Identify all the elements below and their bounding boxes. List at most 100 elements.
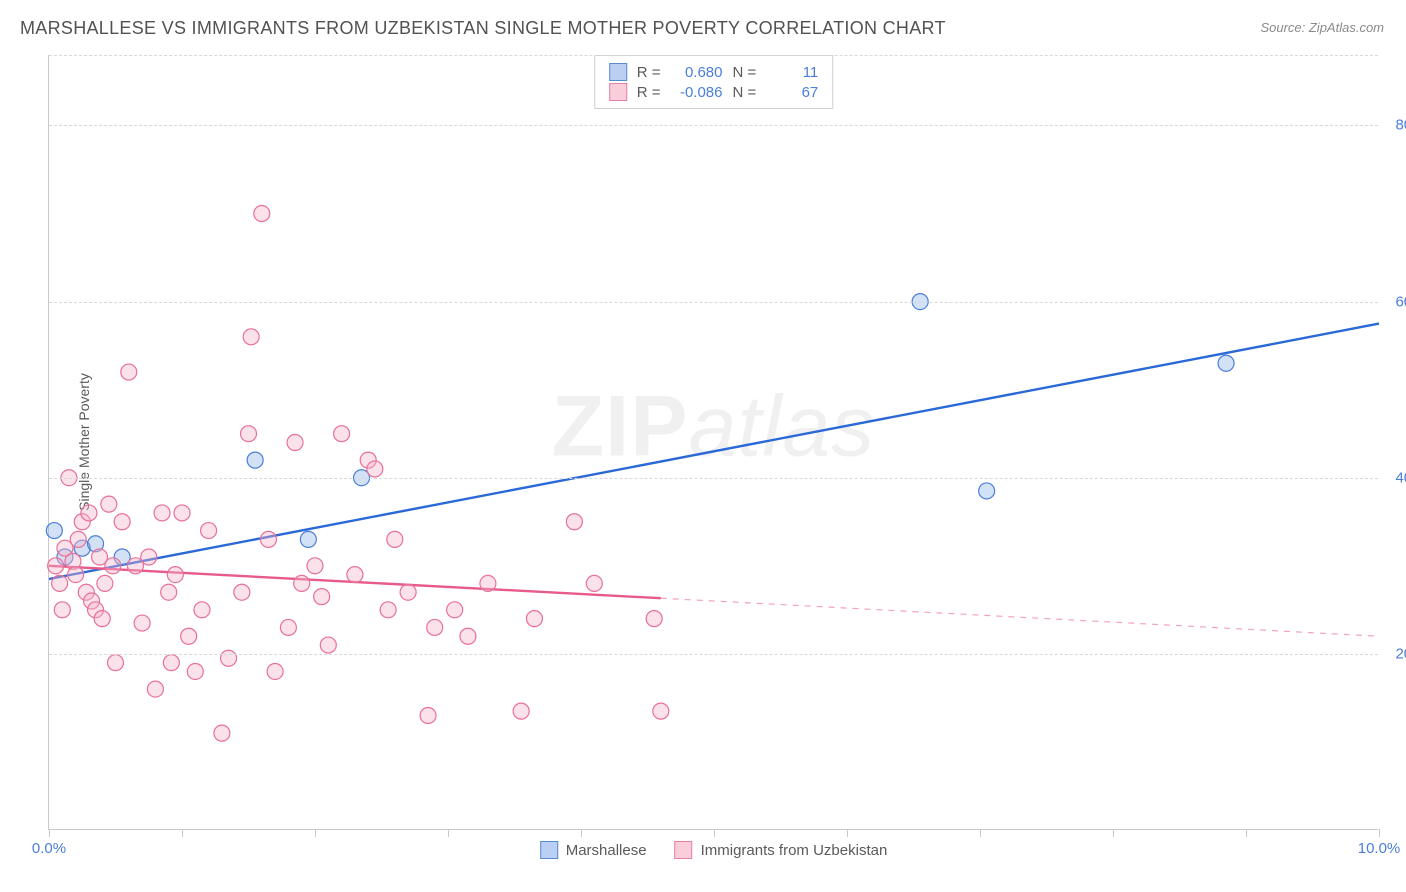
data-point: [174, 505, 190, 521]
n-label-2: N =: [733, 84, 757, 101]
data-point: [513, 703, 529, 719]
data-point: [243, 329, 259, 345]
data-point: [427, 619, 443, 635]
gridline-h: [49, 55, 1378, 56]
swatch-pink-icon: [609, 83, 627, 101]
data-point: [267, 663, 283, 679]
n-value-1: 11: [766, 64, 818, 81]
data-point: [214, 725, 230, 741]
data-point: [566, 514, 582, 530]
x-tick: [49, 829, 50, 837]
x-tick: [1113, 829, 1114, 837]
data-point: [1218, 355, 1234, 371]
data-point: [334, 426, 350, 442]
n-value-2: 67: [766, 84, 818, 101]
data-point: [294, 575, 310, 591]
regression-line-dashed: [661, 598, 1379, 636]
x-tick: [448, 829, 449, 837]
data-point: [161, 584, 177, 600]
legend-item-1: Marshallese: [540, 841, 647, 859]
data-point: [163, 655, 179, 671]
data-point: [320, 637, 336, 653]
data-point: [97, 575, 113, 591]
r-label-2: R =: [637, 84, 661, 101]
legend-item-2: Immigrants from Uzbekistan: [675, 841, 888, 859]
swatch-blue-icon: [609, 63, 627, 81]
stats-row-1: R = 0.680 N = 11: [609, 62, 819, 82]
gridline-h: [49, 654, 1378, 655]
bottom-legend: Marshallese Immigrants from Uzbekistan: [540, 841, 888, 859]
legend-swatch-pink-icon: [675, 841, 693, 859]
data-point: [68, 567, 84, 583]
data-point: [54, 602, 70, 618]
data-point: [241, 426, 257, 442]
data-point: [480, 575, 496, 591]
data-point: [46, 523, 62, 539]
data-point: [181, 628, 197, 644]
data-point: [314, 589, 330, 605]
data-point: [81, 505, 97, 521]
x-tick: [714, 829, 715, 837]
data-point: [420, 708, 436, 724]
data-point: [194, 602, 210, 618]
x-tick: [315, 829, 316, 837]
data-point: [367, 461, 383, 477]
data-point: [221, 650, 237, 666]
stats-legend-box: R = 0.680 N = 11 R = -0.086 N = 67: [594, 55, 834, 109]
data-point: [105, 558, 121, 574]
regression-line: [49, 324, 1379, 579]
x-tick-label: 10.0%: [1358, 840, 1401, 857]
data-point: [586, 575, 602, 591]
data-point: [300, 531, 316, 547]
x-tick: [980, 829, 981, 837]
data-point: [94, 611, 110, 627]
data-point: [108, 655, 124, 671]
data-point: [247, 452, 263, 468]
r-label: R =: [637, 64, 661, 81]
data-point: [121, 364, 137, 380]
data-point: [387, 531, 403, 547]
legend-label-2: Immigrants from Uzbekistan: [701, 842, 888, 859]
data-point: [447, 602, 463, 618]
x-tick-label: 0.0%: [32, 840, 66, 857]
data-point: [287, 435, 303, 451]
y-tick-label: 80.0%: [1383, 117, 1406, 134]
data-point: [141, 549, 157, 565]
x-tick: [581, 829, 582, 837]
y-tick-label: 20.0%: [1383, 645, 1406, 662]
data-point: [307, 558, 323, 574]
legend-swatch-blue-icon: [540, 841, 558, 859]
data-point: [48, 558, 64, 574]
data-point: [167, 567, 183, 583]
data-point: [646, 611, 662, 627]
x-tick: [182, 829, 183, 837]
x-tick: [1379, 829, 1380, 837]
data-point: [260, 531, 276, 547]
data-point: [526, 611, 542, 627]
data-point: [347, 567, 363, 583]
y-tick-label: 60.0%: [1383, 293, 1406, 310]
data-point: [400, 584, 416, 600]
r-value-1: 0.680: [671, 64, 723, 81]
data-point: [380, 602, 396, 618]
y-tick-label: 40.0%: [1383, 469, 1406, 486]
x-tick: [1246, 829, 1247, 837]
gridline-h: [49, 125, 1378, 126]
data-point: [101, 496, 117, 512]
gridline-h: [49, 478, 1378, 479]
legend-label-1: Marshallese: [566, 842, 647, 859]
n-label: N =: [733, 64, 757, 81]
data-point: [254, 206, 270, 222]
data-point: [52, 575, 68, 591]
data-point: [979, 483, 995, 499]
data-point: [147, 681, 163, 697]
r-value-2: -0.086: [671, 84, 723, 101]
data-point: [187, 663, 203, 679]
data-point: [154, 505, 170, 521]
source-attribution: Source: ZipAtlas.com: [1260, 20, 1384, 35]
chart-plot-area: Single Mother Poverty ZIPatlas R = 0.680…: [48, 55, 1378, 830]
scatter-plot-svg: [49, 55, 1378, 829]
data-point: [234, 584, 250, 600]
gridline-h: [49, 302, 1378, 303]
data-point: [201, 523, 217, 539]
